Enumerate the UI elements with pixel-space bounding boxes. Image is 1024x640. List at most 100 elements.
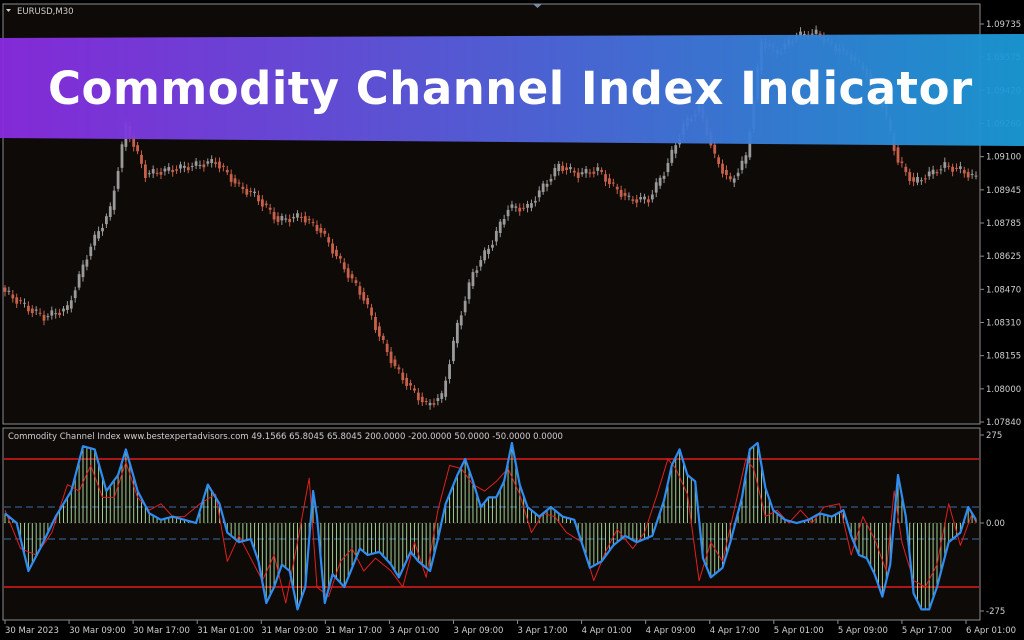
time-axis-label: 3 Apr 09:00	[453, 626, 503, 636]
candle	[506, 205, 510, 221]
chevron-down-icon[interactable]	[6, 9, 11, 12]
candle	[662, 171, 666, 184]
price-axis-label: 1.08155	[986, 352, 1021, 362]
candle	[3, 285, 7, 297]
candle	[947, 162, 951, 170]
candle	[104, 213, 108, 229]
candle	[440, 390, 444, 403]
candle	[19, 297, 22, 305]
cci-axis-label: 0.00	[986, 519, 1005, 529]
candle	[736, 168, 740, 181]
candle	[377, 322, 381, 342]
candle	[381, 333, 385, 344]
time-axis-label: 4 Apr 17:00	[710, 626, 760, 636]
candle	[533, 196, 537, 207]
candle	[38, 308, 42, 317]
candle	[218, 157, 221, 173]
candle	[11, 289, 15, 303]
candle	[249, 187, 253, 197]
candle	[338, 253, 342, 264]
candle	[608, 173, 611, 188]
candle	[748, 128, 752, 160]
candle	[549, 174, 553, 186]
candle	[327, 233, 331, 247]
candle	[163, 165, 167, 176]
candle	[970, 169, 974, 179]
candle	[233, 174, 237, 188]
candle	[596, 163, 600, 176]
candle	[385, 339, 389, 356]
candle	[350, 270, 354, 283]
candle	[416, 388, 420, 405]
time-axis-label: 31 Mar 01:00	[197, 626, 254, 636]
candle	[923, 174, 927, 184]
candle	[413, 385, 416, 394]
candle	[424, 398, 428, 406]
candle	[120, 141, 124, 173]
time-axis-label: 30 Mar 17:00	[133, 626, 190, 636]
candle	[428, 399, 432, 410]
candle	[292, 213, 295, 223]
candle	[77, 271, 81, 291]
price-axis-label: 1.09100	[986, 153, 1021, 163]
price-axis-label: 1.07840	[986, 418, 1021, 428]
candle	[510, 200, 514, 212]
candle	[631, 196, 635, 205]
candle	[101, 223, 104, 236]
candle	[140, 150, 143, 169]
candle	[526, 200, 529, 213]
candle	[896, 143, 900, 166]
candle	[518, 203, 522, 216]
candle	[210, 155, 214, 168]
candle	[58, 308, 61, 318]
candle	[537, 186, 541, 202]
candle	[409, 379, 412, 391]
candle	[323, 228, 327, 237]
candle	[225, 165, 229, 176]
candle	[401, 368, 405, 384]
candle	[623, 188, 627, 201]
candle	[943, 157, 947, 172]
candle	[553, 164, 557, 181]
candle	[331, 238, 334, 258]
candle	[760, 38, 763, 75]
candle	[627, 192, 631, 201]
candle	[221, 163, 225, 172]
candle	[229, 169, 233, 187]
cci-axis-label: -275	[986, 607, 1005, 617]
candle	[315, 220, 319, 235]
candle	[670, 146, 674, 166]
candle	[397, 364, 401, 374]
candle	[900, 157, 904, 168]
candle	[116, 167, 120, 192]
candle	[569, 163, 572, 173]
candle	[650, 189, 654, 203]
candle	[179, 161, 182, 173]
candle	[592, 167, 596, 178]
candle	[108, 202, 112, 221]
shift-marker-icon[interactable]	[533, 4, 542, 8]
candle	[175, 165, 178, 174]
candle	[576, 168, 580, 183]
candle	[717, 154, 721, 168]
candle	[514, 203, 518, 212]
cci-lines	[4, 441, 977, 611]
candle	[186, 162, 190, 174]
price-axis-label: 1.08625	[986, 252, 1021, 262]
time-axis-label: 3 Apr 01:00	[389, 626, 439, 636]
candle	[931, 165, 935, 179]
candle	[962, 166, 966, 178]
candle	[50, 306, 54, 320]
candle	[362, 287, 366, 304]
price-axis-label: 1.08470	[986, 285, 1021, 295]
candle	[15, 293, 19, 308]
candle	[951, 163, 955, 177]
candle	[288, 214, 292, 227]
candle	[498, 219, 502, 238]
price-axis-label: 1.09260	[986, 120, 1021, 130]
candle	[34, 306, 38, 316]
candle	[639, 192, 643, 203]
time-axis-label: 30 Mar 09:00	[69, 626, 126, 636]
candle	[97, 226, 100, 242]
candle	[46, 313, 50, 321]
